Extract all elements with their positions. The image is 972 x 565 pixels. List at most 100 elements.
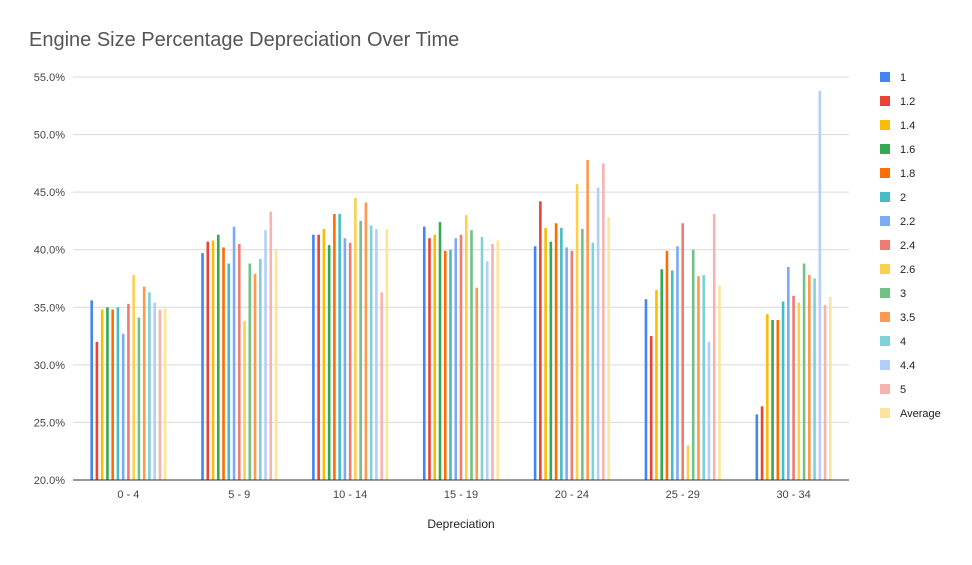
bar <box>454 238 458 480</box>
x-tick-label: 25 - 29 <box>666 489 700 501</box>
y-tick-label: 55.0% <box>34 72 65 84</box>
bar <box>475 287 479 480</box>
legend-label: 1.8 <box>900 168 915 180</box>
legend-label: 2.4 <box>900 240 915 252</box>
bar <box>697 276 700 480</box>
bar <box>829 296 832 480</box>
bar <box>544 227 547 480</box>
legend-label: 1.4 <box>900 120 915 132</box>
bar <box>766 314 769 480</box>
bar <box>380 292 383 480</box>
bar <box>317 234 320 480</box>
bar <box>813 278 816 480</box>
bar <box>269 211 273 480</box>
legend-swatch <box>880 288 890 298</box>
bar <box>560 227 563 480</box>
bar <box>596 187 600 480</box>
bar <box>232 226 236 480</box>
legend-label: 5 <box>900 384 906 396</box>
bar <box>602 163 605 480</box>
y-tick-label: 30.0% <box>34 360 65 372</box>
legend-swatch <box>880 240 890 250</box>
bar <box>808 275 811 480</box>
bar <box>338 214 341 480</box>
bar <box>707 341 711 480</box>
bar <box>327 245 331 480</box>
bar <box>464 215 468 480</box>
bar <box>422 226 426 480</box>
bar <box>549 241 553 480</box>
bar <box>375 228 378 480</box>
y-tick-label: 35.0% <box>34 302 65 314</box>
legend-swatch <box>880 72 890 82</box>
bar <box>211 240 215 480</box>
bar <box>227 263 231 480</box>
bar <box>137 317 141 480</box>
bar <box>158 309 162 480</box>
bar <box>586 159 589 480</box>
bar <box>644 299 648 480</box>
y-tick-label: 45.0% <box>34 187 65 199</box>
bar <box>333 214 336 480</box>
bar <box>681 223 685 480</box>
bar <box>781 301 785 480</box>
bar <box>148 292 151 480</box>
bar <box>802 263 806 480</box>
legend-label: Average <box>900 408 941 420</box>
bar <box>686 445 690 480</box>
legend-label: 4.4 <box>900 360 915 372</box>
bar <box>581 228 584 480</box>
legend-label: 2.6 <box>900 264 915 276</box>
legend-swatch <box>880 312 890 322</box>
bar <box>718 285 721 480</box>
bar <box>755 414 759 480</box>
legend-swatch <box>880 192 890 202</box>
bar <box>100 309 104 480</box>
bar <box>660 269 664 480</box>
bar <box>111 309 114 480</box>
legend-swatch <box>880 96 890 106</box>
bar <box>771 319 774 480</box>
bar <box>485 261 489 480</box>
bar <box>496 240 500 480</box>
bar <box>243 321 246 480</box>
bar <box>253 273 257 480</box>
bar <box>797 302 801 480</box>
bar <box>818 90 822 481</box>
legend-label: 3.5 <box>900 312 915 324</box>
bar <box>258 258 262 480</box>
bar <box>264 230 267 480</box>
legend-label: 2.2 <box>900 216 915 228</box>
bar <box>216 234 220 480</box>
bar <box>142 286 146 480</box>
bar <box>702 275 706 480</box>
legend-swatch <box>880 168 890 178</box>
bar <box>539 201 542 480</box>
bar <box>480 237 484 480</box>
bar <box>201 253 204 480</box>
bar <box>359 220 362 480</box>
bar <box>787 266 790 480</box>
legend-label: 1 <box>900 72 906 84</box>
bar <box>575 184 579 480</box>
legend-label: 1.6 <box>900 144 915 156</box>
bar <box>222 247 225 480</box>
bar <box>322 228 326 480</box>
x-tick-label: 5 - 9 <box>228 489 250 501</box>
bar <box>364 202 368 480</box>
bar <box>655 290 658 480</box>
bar <box>470 230 473 480</box>
x-tick-label: 20 - 24 <box>555 489 589 501</box>
bar <box>206 241 210 480</box>
legend-label: 1.2 <box>900 96 915 108</box>
legend-swatch <box>880 384 890 394</box>
bar <box>712 214 716 480</box>
bar <box>665 250 669 480</box>
bar <box>570 250 574 480</box>
bar <box>237 243 241 480</box>
bar <box>95 341 99 480</box>
bar <box>554 223 558 480</box>
bar <box>163 308 167 480</box>
